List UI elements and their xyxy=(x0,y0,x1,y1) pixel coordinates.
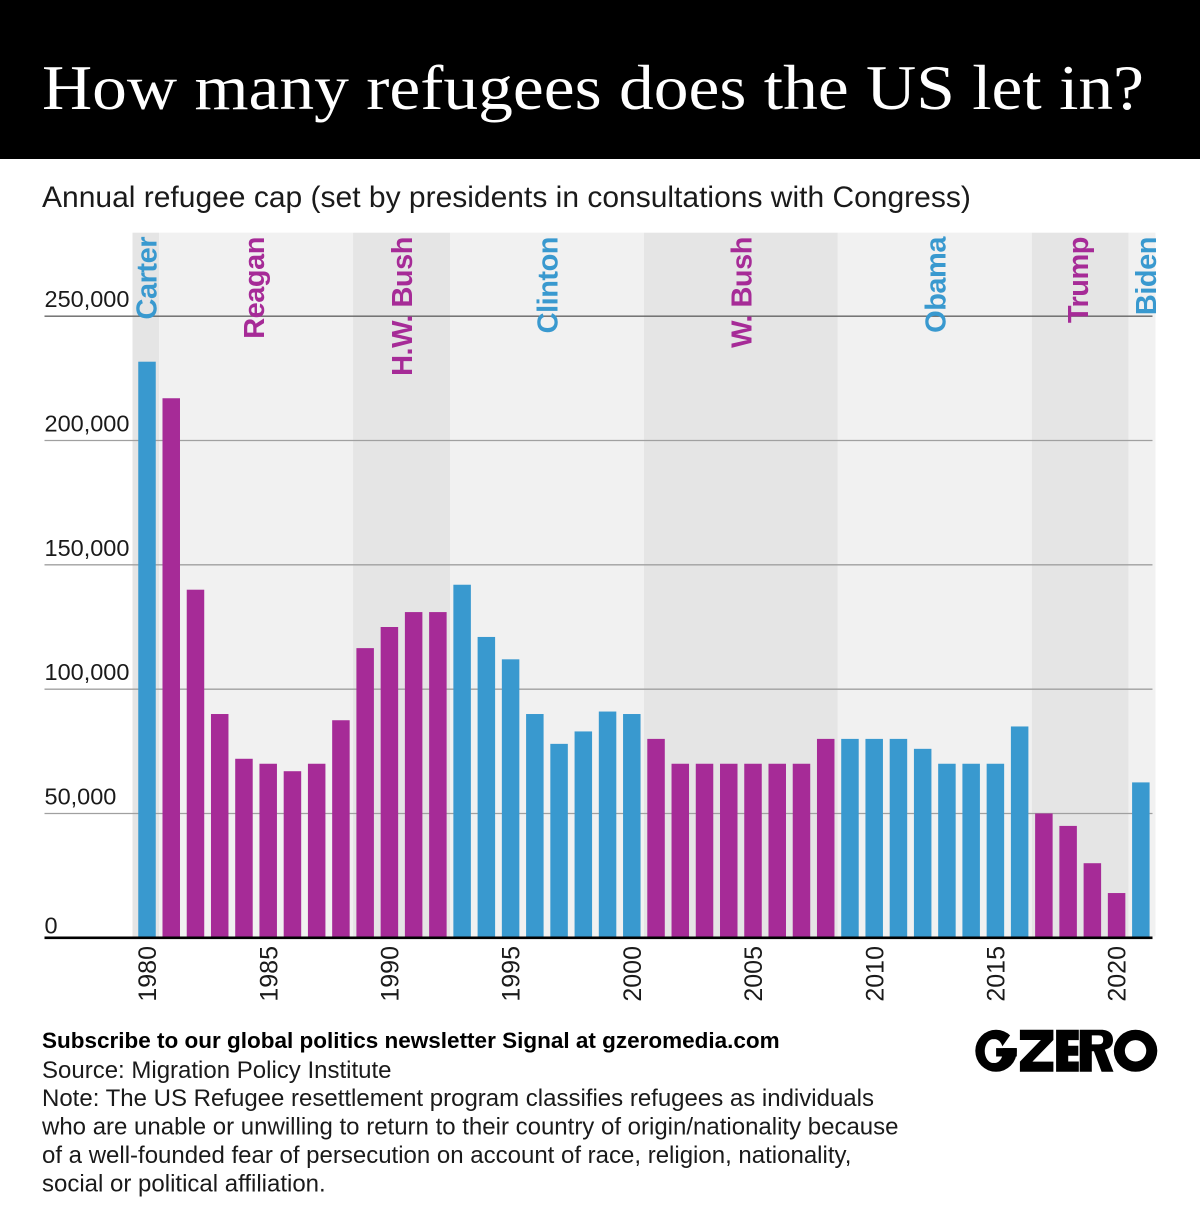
svg-text:Biden: Biden xyxy=(1131,237,1163,315)
svg-text:Reagan: Reagan xyxy=(239,237,271,339)
svg-text:2000: 2000 xyxy=(619,946,647,1002)
svg-text:Source: Migration Policy Insti: Source: Migration Policy Institute xyxy=(42,1057,392,1084)
svg-text:Trump: Trump xyxy=(1063,237,1095,323)
svg-text:1985: 1985 xyxy=(255,946,283,1002)
svg-text:who are unable or unwilling to: who are unable or unwilling to return to… xyxy=(41,1114,899,1141)
svg-text:Note: The US Refugee resettlem: Note: The US Refugee resettlement progra… xyxy=(42,1085,874,1112)
svg-text:1990: 1990 xyxy=(377,946,405,1002)
svg-text:2015: 2015 xyxy=(983,946,1011,1002)
svg-text:Obama: Obama xyxy=(920,236,952,333)
svg-text:Annual refugee cap (set by pre: Annual refugee cap (set by presidents in… xyxy=(42,181,971,214)
svg-text:2020: 2020 xyxy=(1104,946,1132,1002)
svg-text:2005: 2005 xyxy=(740,946,768,1002)
svg-text:0: 0 xyxy=(45,912,58,938)
svg-text:50,000: 50,000 xyxy=(45,784,117,810)
svg-text:Carter: Carter xyxy=(131,237,163,320)
svg-text:2010: 2010 xyxy=(861,946,889,1002)
svg-text:H.W. Bush: H.W. Bush xyxy=(387,237,419,376)
svg-text:Clinton: Clinton xyxy=(533,237,565,333)
svg-text:How many refugees does the US: How many refugees does the US let in? xyxy=(42,53,1144,123)
svg-text:Subscribe to our global politi: Subscribe to our global politics newslet… xyxy=(42,1028,780,1053)
svg-text:social or political affiliatio: social or political affiliation. xyxy=(42,1170,326,1197)
svg-text:1995: 1995 xyxy=(498,946,526,1002)
svg-text:W. Bush: W. Bush xyxy=(726,237,758,348)
svg-text:100,000: 100,000 xyxy=(45,659,130,685)
svg-text:250,000: 250,000 xyxy=(45,286,130,312)
svg-text:200,000: 200,000 xyxy=(45,411,130,437)
svg-text:of a well-founded fear of pers: of a well-founded fear of persecution on… xyxy=(42,1142,851,1169)
svg-text:150,000: 150,000 xyxy=(45,535,130,561)
svg-text:1980: 1980 xyxy=(134,946,162,1002)
